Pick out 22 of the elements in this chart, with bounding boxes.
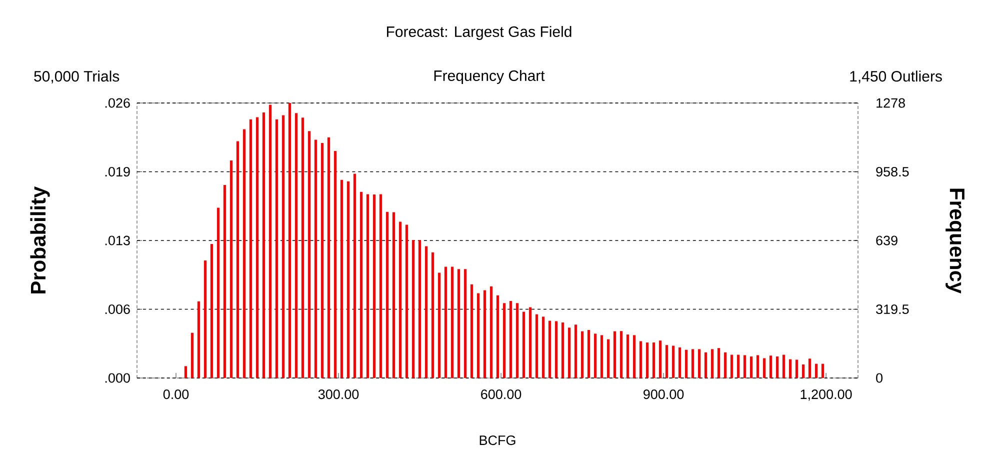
y2-tick-label: 319.5: [876, 304, 909, 314]
chart-title: Forecast: Largest Gas Field: [387, 26, 572, 40]
text: 1,450 Outliers: [850, 70, 942, 84]
y2-tick-label: 1278: [876, 98, 905, 108]
y2-tick-label: 639: [876, 236, 898, 246]
chart-subtitle: Frequency Chart: [434, 70, 545, 84]
text: 50,000 Trials: [34, 70, 120, 84]
x-tick-label: 900.00: [644, 390, 684, 400]
y2-tick-label: 958.5: [876, 166, 909, 177]
x-axis-title: BCFG: [480, 436, 516, 446]
y-tick-label: .013: [105, 236, 130, 246]
x-tick-label: 1,200.00: [800, 390, 852, 401]
x-tick-label: 600.00: [481, 390, 522, 400]
x-tick-label: 300.00: [318, 390, 359, 400]
y2-axis-title: Frequency: [946, 188, 964, 294]
y-tick-label: .006: [105, 304, 130, 314]
y2-tick-label: 0: [876, 373, 883, 383]
y-tick-label: .019: [105, 166, 130, 177]
y-tick-label: .000: [105, 373, 130, 383]
y-tick-label: .026: [105, 98, 130, 108]
y-axis-title: Probability: [30, 186, 50, 294]
x-tick-label: 0.00: [163, 390, 189, 400]
